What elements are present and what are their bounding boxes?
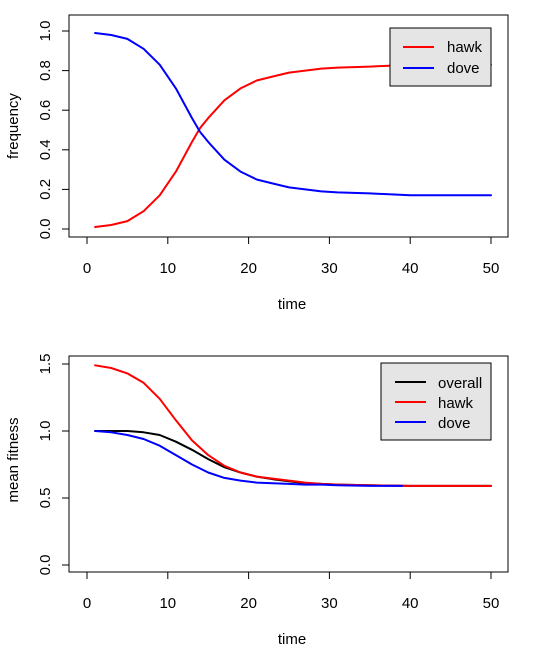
frequency-x-tick-label: 10 (159, 260, 176, 277)
fitness-x-axis: 0 10 20 30 40 50 (83, 571, 500, 612)
frequency-y-tick-label: 1.0 (37, 21, 54, 42)
frequency-plot: 0 10 20 30 40 50 0.0 0.2 0.4 0.6 0.8 1.0 time freq… (5, 14, 509, 313)
frequency-y-axis-title: frequency (5, 93, 22, 159)
frequency-legend-label-dove: dove (447, 60, 480, 77)
frequency-x-axis: 0 10 20 30 40 50 (83, 236, 500, 277)
fitness-x-tick-label: 50 (483, 595, 500, 612)
frequency-series-dove (94, 32, 492, 197)
frequency-x-tick-label: 30 (321, 260, 338, 277)
fitness-x-tick-label: 10 (159, 595, 176, 612)
fitness-y-axis-title: mean fitness (5, 417, 22, 502)
frequency-x-tick-label: 40 (402, 260, 419, 277)
fitness-y-axis: 0.0 0.5 1.0 1.5 (37, 354, 70, 576)
fitness-x-tick-label: 0 (83, 595, 91, 612)
fitness-series-lines (94, 364, 492, 487)
fitness-x-tick-label: 20 (240, 595, 257, 612)
fitness-x-tick-label: 30 (321, 595, 338, 612)
frequency-y-tick-label: 0.6 (37, 100, 54, 121)
frequency-y-axis: 0.0 0.2 0.4 0.6 0.8 1.0 (37, 21, 70, 240)
fitness-y-tick-label: 1.5 (37, 354, 54, 375)
frequency-x-tick-label: 50 (483, 260, 500, 277)
frequency-y-tick-label: 0.0 (37, 219, 54, 240)
frequency-y-tick-label: 0.4 (37, 139, 54, 160)
fitness-y-tick-label: 1.0 (37, 421, 54, 442)
fitness-y-tick-label: 0.5 (37, 488, 54, 509)
frequency-legend-box (389, 27, 492, 87)
frequency-y-tick-label: 0.2 (37, 179, 54, 200)
fitness-y-tick-label: 0.0 (37, 555, 54, 576)
frequency-series-lines (94, 32, 492, 228)
frequency-legend-label-hawk: hawk (447, 39, 483, 56)
fitness-x-axis-title: time (278, 631, 306, 648)
fitness-plot: 0 10 20 30 40 50 0.0 0.5 1.0 1.5 time mean fitne… (5, 354, 509, 648)
fitness-legend-label-dove: dove (438, 415, 471, 432)
fitness-legend-label-hawk: hawk (438, 395, 474, 412)
frequency-x-tick-label: 0 (83, 260, 91, 277)
fitness-series-dove (94, 430, 404, 487)
frequency-legend: hawk dove (389, 27, 492, 87)
fitness-legend-label-overall: overall (438, 375, 482, 392)
frequency-y-tick-label: 0.8 (37, 60, 54, 81)
frequency-x-axis-title: time (278, 296, 306, 313)
frequency-x-tick-label: 20 (240, 260, 257, 277)
fitness-legend: overall hawk dove (380, 362, 492, 441)
frequency-series-hawk (94, 63, 492, 228)
fitness-x-tick-label: 40 (402, 595, 419, 612)
